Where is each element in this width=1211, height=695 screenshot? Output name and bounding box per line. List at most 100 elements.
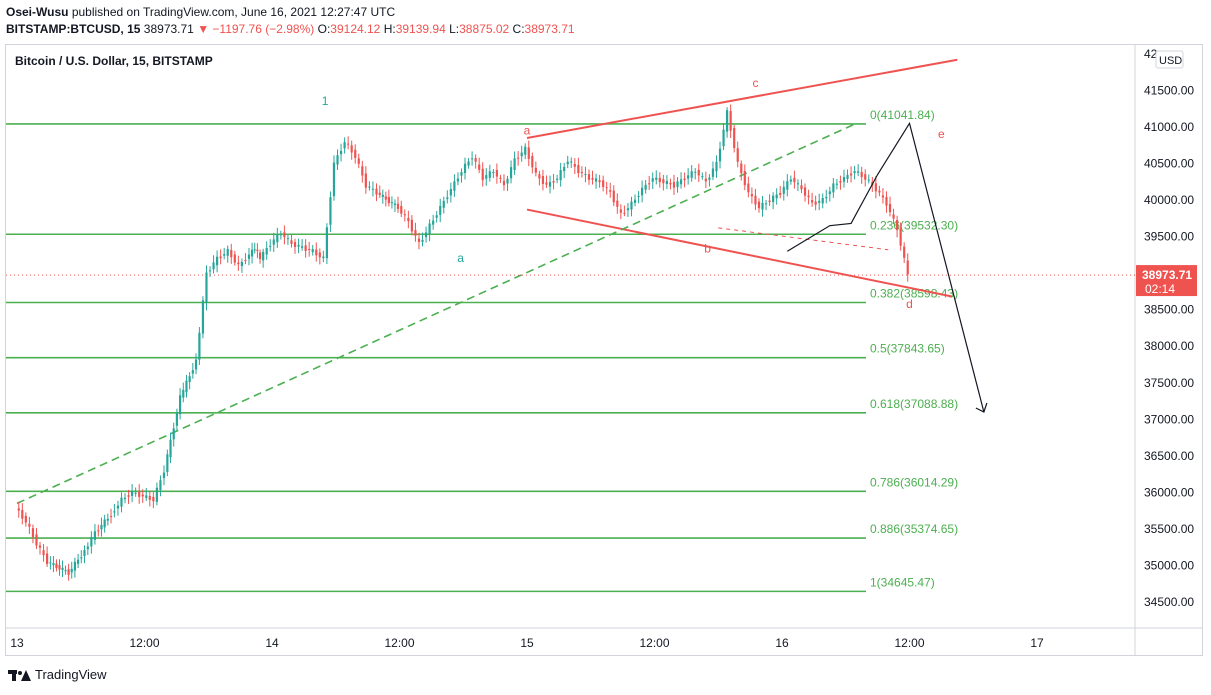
candle-body bbox=[201, 300, 205, 334]
candle-body bbox=[343, 142, 346, 149]
candle-body bbox=[676, 181, 679, 188]
candle-body bbox=[697, 169, 700, 176]
candle-body bbox=[573, 163, 576, 167]
candle-body bbox=[471, 158, 474, 160]
x-tick-label: 14 bbox=[265, 636, 279, 650]
candle-body bbox=[58, 565, 61, 570]
candle-body bbox=[906, 260, 909, 275]
candle-body bbox=[90, 537, 93, 547]
candle-body bbox=[672, 182, 676, 188]
low-value: 38875.02 bbox=[459, 22, 510, 36]
candle-body bbox=[432, 220, 435, 225]
candle-body bbox=[857, 171, 860, 173]
candle-body bbox=[279, 234, 282, 236]
y-tick-label: 41500.00 bbox=[1144, 83, 1194, 97]
candle-body bbox=[453, 181, 456, 191]
candle-body bbox=[711, 168, 715, 177]
candle-body bbox=[178, 395, 182, 415]
candle-body bbox=[417, 238, 421, 242]
candle-body bbox=[256, 249, 259, 251]
candle-body bbox=[141, 494, 144, 497]
candle-body bbox=[191, 370, 194, 374]
y-tick-label: 37500.00 bbox=[1144, 376, 1194, 390]
candle-body bbox=[410, 219, 413, 232]
candle-body bbox=[556, 178, 559, 180]
author-name[interactable]: Osei-Wusu bbox=[6, 5, 69, 19]
y-tick-label-top: 42 bbox=[1144, 47, 1158, 61]
symbol-label: BITSTAMP:BTCUSD, 15 bbox=[6, 22, 141, 36]
candle-body bbox=[269, 246, 272, 248]
candle-body bbox=[726, 110, 729, 132]
chart-frame bbox=[5, 44, 1203, 656]
y-tick-label: 40000.00 bbox=[1144, 193, 1194, 207]
candle-body bbox=[318, 252, 321, 258]
y-tick-label: 36500.00 bbox=[1144, 449, 1194, 463]
candle-body bbox=[375, 188, 378, 195]
wave-label: a bbox=[524, 123, 531, 137]
tradingview-footer[interactable]: TradingView bbox=[8, 667, 107, 682]
candle-body bbox=[449, 188, 452, 196]
candle-body bbox=[442, 200, 445, 208]
y-tick-label: 38000.00 bbox=[1144, 339, 1194, 353]
candle-body bbox=[474, 158, 477, 162]
candle-body bbox=[100, 524, 103, 530]
candle-body bbox=[460, 172, 463, 176]
candle-body bbox=[223, 254, 226, 256]
y-tick-label: 35500.00 bbox=[1144, 522, 1194, 536]
candle-body bbox=[175, 412, 179, 426]
candle-body bbox=[779, 193, 782, 195]
candle-body bbox=[368, 186, 371, 188]
candle-body bbox=[718, 148, 722, 162]
fib-level-label: 0.618(37088.88) bbox=[870, 397, 958, 411]
candle-body bbox=[387, 197, 390, 204]
candle-body bbox=[293, 242, 297, 247]
fib-level-label: 0.236(39532.30) bbox=[870, 218, 958, 232]
candle-body bbox=[61, 567, 64, 570]
candle-body bbox=[733, 127, 736, 149]
currency-label: USD bbox=[1159, 55, 1182, 67]
candle-body bbox=[332, 162, 336, 197]
candle-body bbox=[786, 181, 789, 190]
candle-body bbox=[679, 179, 683, 185]
candle-body bbox=[253, 249, 256, 251]
candle-body bbox=[258, 252, 262, 260]
candle-body bbox=[152, 496, 155, 502]
candle-body bbox=[598, 180, 601, 183]
high-label: H: bbox=[383, 22, 396, 36]
candle-body bbox=[93, 531, 97, 540]
candle-body bbox=[630, 201, 633, 210]
candle-body bbox=[134, 492, 137, 494]
candle-body bbox=[28, 523, 31, 527]
candle-body bbox=[127, 495, 130, 497]
y-tick-label: 34500.00 bbox=[1144, 595, 1194, 609]
candle-body bbox=[506, 178, 509, 184]
candle-body bbox=[761, 202, 764, 210]
candle-body bbox=[350, 145, 353, 153]
candle-body bbox=[478, 164, 481, 170]
candle-body bbox=[21, 509, 24, 519]
candle-body bbox=[492, 171, 495, 173]
candle-body bbox=[67, 569, 70, 575]
candle-body bbox=[311, 249, 314, 253]
candle-body bbox=[775, 194, 778, 199]
candle-body bbox=[655, 177, 658, 180]
candle-body bbox=[736, 148, 739, 162]
candle-body bbox=[662, 179, 665, 184]
candle-body bbox=[619, 209, 622, 213]
candle-body bbox=[800, 185, 803, 190]
candle-body bbox=[853, 171, 856, 174]
tradingview-brand: TradingView bbox=[35, 667, 107, 682]
candle-body bbox=[888, 203, 892, 213]
candle-body bbox=[463, 163, 467, 174]
candle-body bbox=[35, 534, 38, 546]
candle-body bbox=[825, 196, 828, 199]
candle-body bbox=[878, 190, 881, 193]
candle-body bbox=[690, 171, 693, 178]
candle-body bbox=[867, 179, 870, 181]
candle-body bbox=[892, 214, 895, 219]
candle-body bbox=[226, 249, 229, 256]
candle-body bbox=[683, 178, 686, 181]
candle-body bbox=[641, 187, 644, 196]
candle-body bbox=[828, 191, 831, 195]
